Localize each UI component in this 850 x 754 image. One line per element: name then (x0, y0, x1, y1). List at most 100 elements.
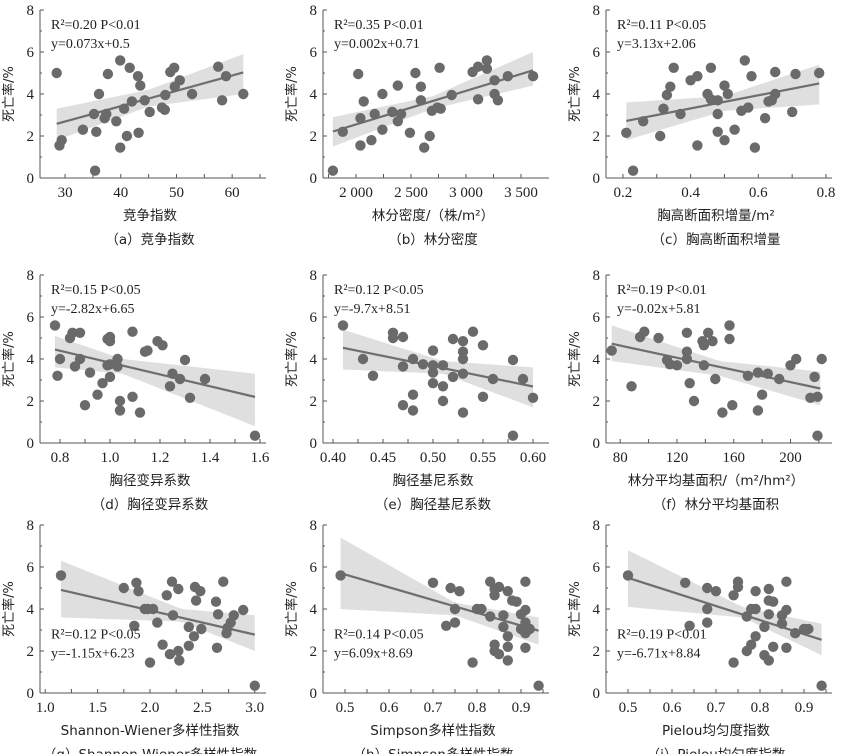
scatter-plot-e: 0 2 4 6 8 0.40 0.45 0.50 0.55 0.60 R²=0.12 P<0.05 y… (284, 268, 549, 513)
data-point (397, 331, 409, 343)
panel-caption: （e）胸径基尼系数 (375, 496, 492, 513)
data-point (719, 135, 730, 146)
y-axis-label: 死亡率/% (1, 331, 17, 387)
data-point (671, 360, 683, 371)
data-point (688, 395, 700, 407)
data-point (74, 327, 86, 338)
data-point (335, 570, 346, 581)
data-point (377, 124, 388, 135)
data-point (684, 620, 695, 631)
data-point (127, 391, 138, 402)
x-tick-label: 0.60 (520, 450, 546, 466)
data-point (487, 373, 499, 385)
data-point (188, 631, 200, 642)
y-tick-label: 4 (27, 87, 35, 103)
data-point (467, 657, 478, 668)
data-point (759, 621, 770, 633)
data-point (681, 346, 693, 357)
data-point (427, 345, 439, 356)
data-point (527, 71, 539, 82)
x-tick-label: 120 (666, 450, 689, 466)
data-point (698, 360, 710, 371)
data-point (441, 620, 452, 631)
data-point (717, 407, 728, 418)
data-point (680, 577, 691, 588)
data-point (719, 80, 730, 91)
y-tick-label: 2 (310, 394, 318, 410)
data-point (419, 142, 430, 153)
scatter-plot-d: 0 2 4 6 8 0.8 1.0 1.2 1.4 1.6 R²=0.15 P<0.05 y=-2.8… (1, 268, 270, 513)
data-point (434, 62, 445, 73)
data-point (627, 165, 639, 176)
chart-panel-i: 0 2 4 6 8 0.5 0.6 0.7 0.8 0.9 R²=0.19 P<0.01 y=-6.7… (566, 503, 849, 754)
x-tick-label: 30 (58, 185, 73, 201)
data-point (131, 577, 142, 588)
data-point (661, 89, 673, 101)
data-point (447, 333, 459, 345)
scatter-plot-b: 0 2 4 6 8 2 000 2 500 3 000 3 500 R²=0.35 P<0.01 y… (284, 3, 549, 248)
data-point (681, 327, 693, 338)
y-tick-label: 6 (310, 45, 318, 61)
data-point (520, 604, 531, 616)
data-point (111, 116, 122, 127)
x-tick-label: 0.6 (663, 700, 682, 716)
x-tick-label: 160 (722, 450, 745, 466)
x-tick-label: 2.0 (141, 700, 160, 716)
y-tick-label: 0 (310, 436, 318, 452)
y-tick-label: 4 (593, 87, 601, 103)
regression-equation: y=-0.02x+5.81 (617, 302, 700, 317)
r-squared-p-value: R²=0.19 P<0.01 (617, 627, 707, 642)
x-tick-label: 1.0 (101, 450, 120, 466)
y-tick-label: 8 (310, 3, 318, 19)
regression-line (56, 71, 244, 125)
r-squared-p-value: R²=0.15 P<0.05 (51, 283, 141, 298)
data-point (184, 392, 196, 403)
data-point (638, 116, 649, 127)
data-point (190, 595, 202, 606)
data-point (337, 320, 349, 331)
data-point (621, 127, 632, 138)
y-tick-label: 6 (593, 310, 601, 326)
data-point (814, 67, 825, 79)
data-point (74, 353, 86, 365)
data-point (724, 320, 735, 331)
y-tick-label: 4 (27, 352, 35, 368)
panel-caption: （d）胸径变异系数 (92, 497, 209, 513)
data-point (763, 583, 774, 595)
r-squared-p-value: R²=0.11 P<0.05 (617, 18, 706, 33)
data-point (49, 320, 61, 331)
data-point (743, 102, 754, 113)
data-point (684, 378, 695, 389)
data-point (457, 368, 469, 379)
data-point (407, 405, 419, 416)
data-point (454, 586, 465, 597)
data-point (366, 135, 377, 146)
data-point (407, 353, 419, 365)
data-point (355, 140, 366, 151)
scatter-plot-f: 0 2 4 6 8 80 120 160 200 R²=0.19 P<0.01 y=-0.02x+5… (567, 268, 832, 513)
confidence-band (332, 52, 534, 147)
data-point (210, 596, 222, 607)
data-point (112, 353, 123, 365)
data-point (712, 126, 723, 137)
data-point (752, 367, 764, 378)
regression-equation: y=-9.7x+8.51 (334, 302, 410, 317)
data-point (179, 354, 191, 366)
data-point (781, 642, 792, 653)
r-squared-p-value: R²=0.12 P<0.05 (334, 283, 424, 298)
data-point (249, 680, 260, 691)
data-point (446, 89, 457, 101)
data-point (710, 586, 722, 597)
data-point (144, 106, 155, 118)
data-point (606, 345, 617, 356)
panel-caption: （g）Shannon-Wiener多样性指数 (43, 746, 258, 754)
y-tick-label: 6 (593, 45, 601, 61)
x-tick-label: 0.4 (681, 185, 700, 201)
x-tick-label: 0.40 (320, 450, 346, 466)
y-tick-label: 6 (27, 560, 35, 576)
data-point (457, 407, 469, 418)
data-point (392, 80, 403, 91)
y-axis-label: 死亡率/% (284, 66, 300, 122)
data-point (668, 62, 679, 73)
data-point (533, 680, 544, 691)
